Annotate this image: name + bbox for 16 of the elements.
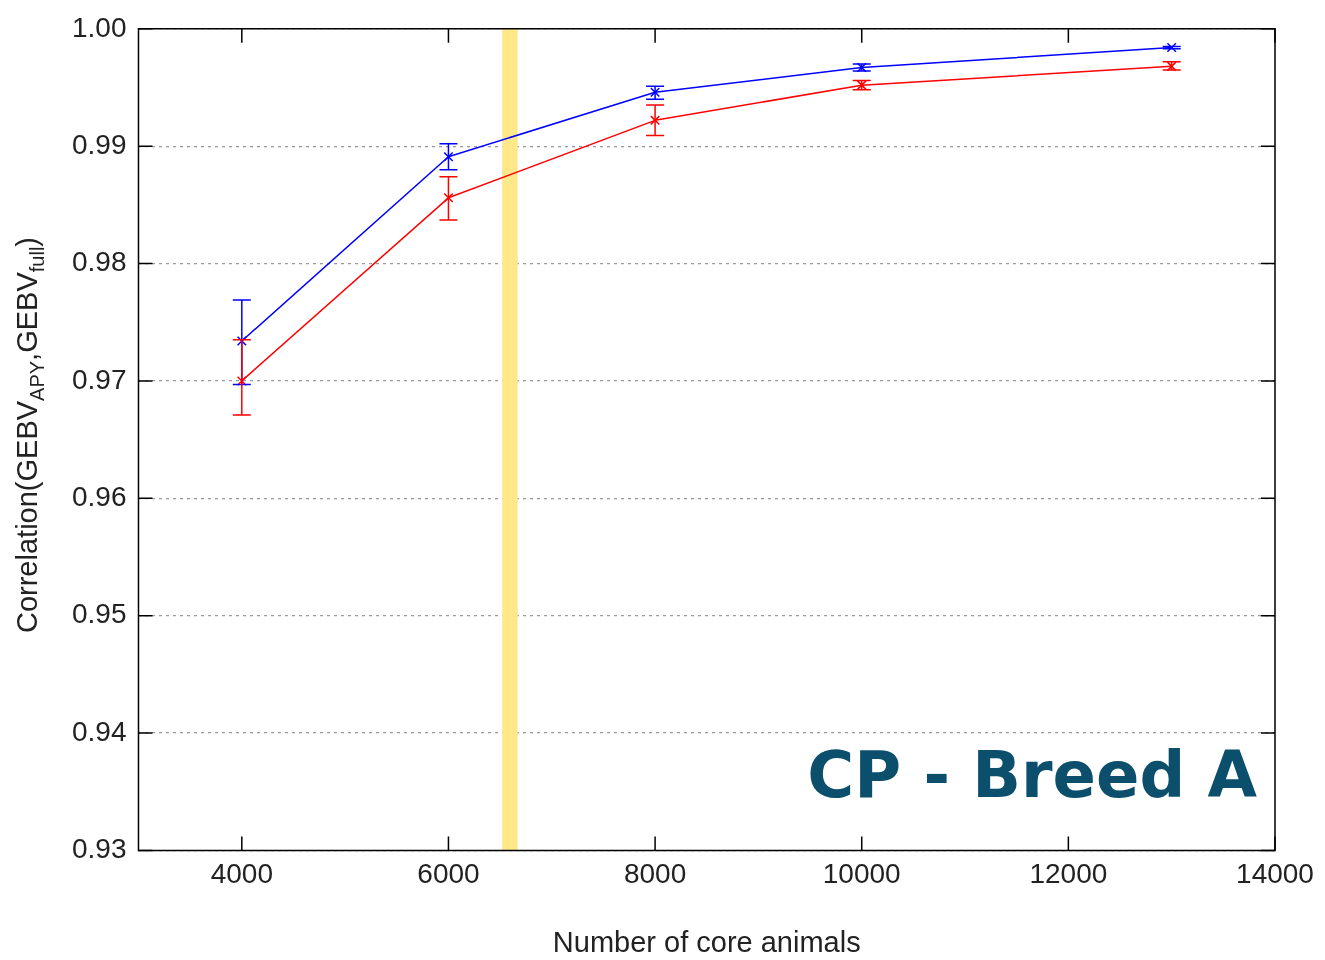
x-tick-label: 6000 [417, 857, 480, 889]
x-tick-label: 8000 [623, 857, 687, 889]
y-tick-label: 0.96 [72, 481, 127, 512]
annotation: CP - Breed A [807, 738, 1258, 813]
y-tick-label: 0.93 [72, 833, 127, 865]
x-axis-title: Number of core animals [552, 925, 861, 958]
y-tick-label: 0.95 [72, 598, 127, 630]
y-tick-label: 1.00 [72, 11, 127, 43]
x-tick-label: 12000 [1029, 857, 1108, 889]
x-tick-label: 10000 [822, 857, 901, 889]
y-tick-label: 0.99 [72, 128, 127, 160]
y-tick-label: 0.97 [72, 363, 127, 395]
y-tick-label: 0.94 [72, 715, 127, 747]
y-tick-label: 0.98 [72, 246, 127, 278]
x-tick-label: 14000 [1236, 857, 1314, 889]
x-tick-label: 4000 [210, 857, 273, 889]
